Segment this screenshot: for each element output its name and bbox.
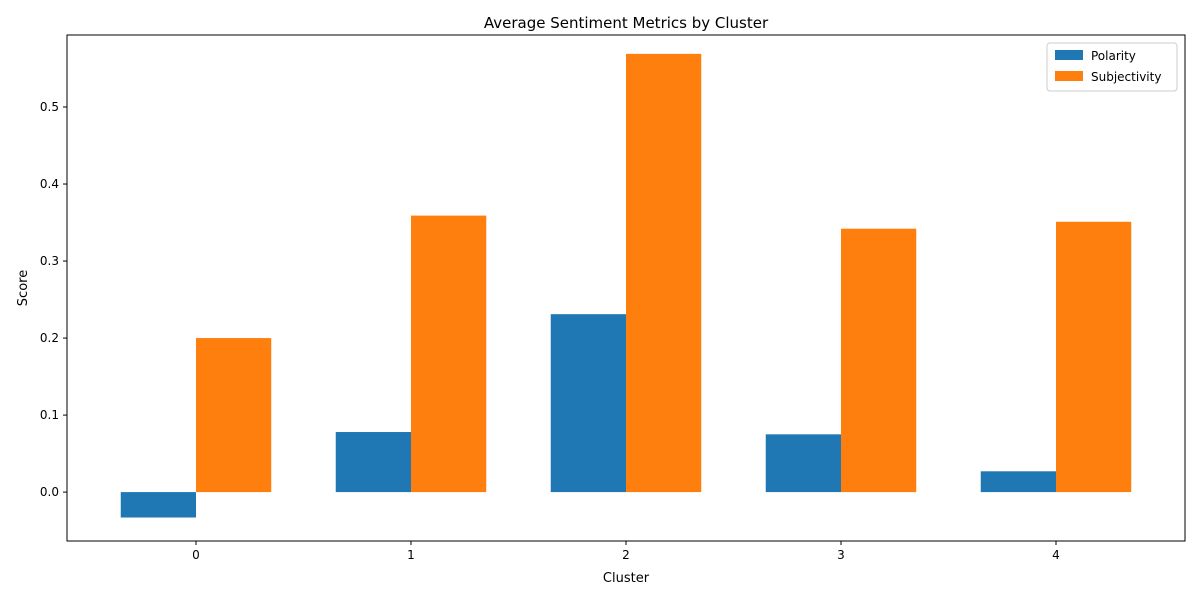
x-axis: 0 1 2 3 4 <box>192 541 1060 562</box>
x-tick-label: 3 <box>837 548 845 562</box>
bar-subjectivity-cluster-0 <box>196 338 272 493</box>
x-tick-label: 0 <box>192 548 200 562</box>
y-tick-label: 0.0 <box>40 485 59 499</box>
bar-polarity-cluster-2 <box>550 314 626 493</box>
x-tick-label: 2 <box>622 548 630 562</box>
chart-title: Average Sentiment Metrics by Cluster <box>484 14 769 32</box>
bars-group <box>120 53 1132 518</box>
bar-polarity-cluster-1 <box>335 432 411 493</box>
bar-subjectivity-cluster-2 <box>626 53 702 493</box>
y-axis: 0.0 0.1 0.2 0.3 0.4 0.5 <box>40 100 67 499</box>
y-tick-label: 0.1 <box>40 408 59 422</box>
legend-swatch-polarity <box>1055 50 1083 60</box>
y-axis-label: Score <box>16 270 31 306</box>
bar-subjectivity-cluster-1 <box>411 215 487 493</box>
bar-polarity-cluster-3 <box>765 434 841 493</box>
legend-label-polarity: Polarity <box>1091 49 1136 63</box>
bar-subjectivity-cluster-4 <box>1056 221 1132 493</box>
bar-polarity-cluster-0 <box>120 492 196 518</box>
legend-swatch-subjectivity <box>1055 71 1083 81</box>
bar-polarity-cluster-4 <box>980 471 1056 493</box>
y-tick-label: 0.5 <box>40 100 59 114</box>
legend: Polarity Subjectivity <box>1046 42 1178 92</box>
y-tick-label: 0.4 <box>40 177 59 191</box>
bar-subjectivity-cluster-3 <box>841 228 917 493</box>
y-tick-label: 0.2 <box>40 331 59 345</box>
x-tick-label: 1 <box>407 548 415 562</box>
x-tick-label: 4 <box>1052 548 1060 562</box>
x-axis-label: Cluster <box>603 571 650 586</box>
legend-label-subjectivity: Subjectivity <box>1091 70 1161 84</box>
y-tick-label: 0.3 <box>40 254 59 268</box>
